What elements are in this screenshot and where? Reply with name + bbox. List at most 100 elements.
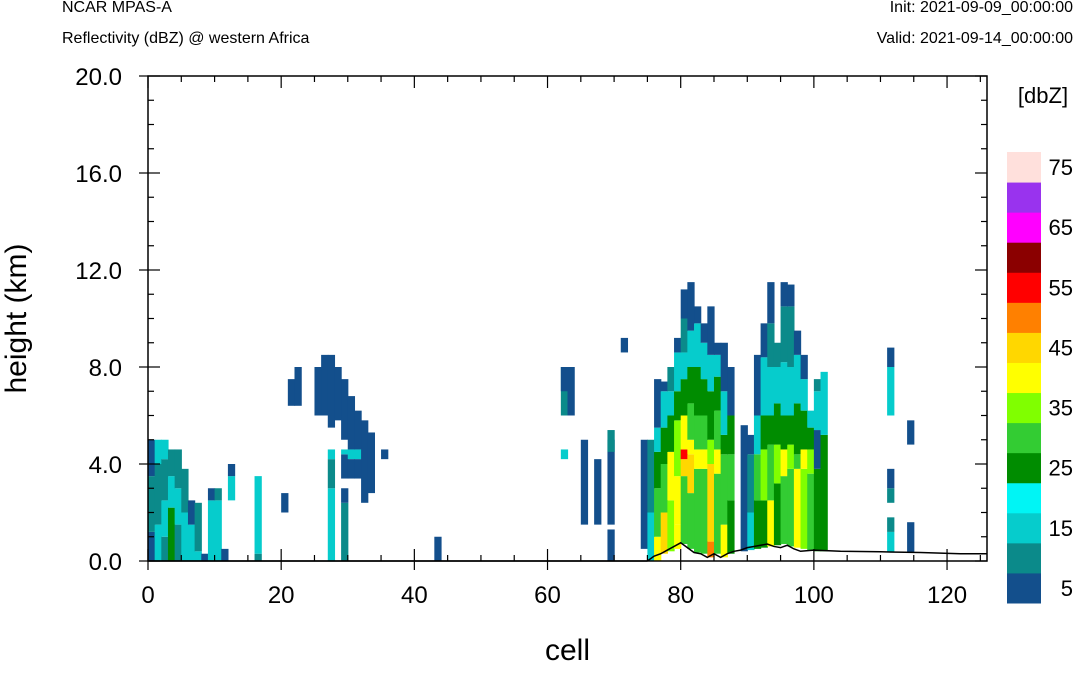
reflectivity-cell xyxy=(361,420,369,503)
colorbar-tick-label: 45 xyxy=(1049,335,1073,360)
colorbar: 5 15 25 35 45 55 65 75 xyxy=(1007,152,1073,604)
reflectivity-cell xyxy=(720,454,728,525)
reflectivity-cell xyxy=(687,330,695,367)
reflectivity-cell xyxy=(780,306,788,363)
reflectivity-cell xyxy=(214,500,222,561)
reflectivity-cell xyxy=(753,415,762,455)
colorbar-units: [dbZ] xyxy=(1018,83,1068,108)
model-title: NCAR MPAS-A xyxy=(62,0,172,16)
reflectivity-cell xyxy=(767,415,775,445)
reflectivity-cell xyxy=(281,493,289,513)
reflectivity-cell xyxy=(773,444,782,484)
reflectivity-cell xyxy=(773,403,782,445)
reflectivity-cell xyxy=(727,415,735,455)
reflectivity-cell xyxy=(780,362,788,416)
reflectivity-cell xyxy=(687,454,695,494)
colorbar-tick-label: 75 xyxy=(1049,155,1073,180)
reflectivity-cell xyxy=(367,432,375,494)
reflectivity-cell xyxy=(707,439,715,464)
reflectivity-cell xyxy=(760,323,768,358)
y-tick-label: 0.0 xyxy=(89,549,122,576)
reflectivity-cell xyxy=(793,354,802,404)
reflectivity-cell xyxy=(607,430,615,452)
reflectivity-cell xyxy=(713,473,722,554)
reflectivity-cell xyxy=(654,488,662,537)
reflectivity-cell xyxy=(680,476,688,545)
reflectivity-cell xyxy=(201,553,209,561)
colorbar-tick-label: 55 xyxy=(1049,275,1073,300)
reflectivity-cell xyxy=(760,500,768,548)
reflectivity-cell xyxy=(720,524,728,558)
x-tick-label: 60 xyxy=(534,582,561,609)
reflectivity-cell xyxy=(148,476,156,532)
reflectivity-cell xyxy=(660,427,668,464)
reflectivity-cell xyxy=(700,449,708,469)
reflectivity-cell xyxy=(813,391,822,431)
reflectivity-cell xyxy=(341,379,349,440)
reflectivity-cell xyxy=(207,500,216,561)
reflectivity-cell xyxy=(694,449,702,469)
reflectivity-cell xyxy=(154,524,162,561)
reflectivity-cell xyxy=(713,342,722,355)
reflectivity-cell xyxy=(354,449,362,460)
reflectivity-cell xyxy=(674,524,682,549)
reflectivity-cell xyxy=(674,352,682,392)
reflectivity-cell xyxy=(807,449,815,474)
reflectivity-cell xyxy=(707,306,715,355)
reflectivity-cell xyxy=(700,379,708,416)
reflectivity-cell xyxy=(667,367,675,392)
reflectivity-cell xyxy=(694,367,702,416)
reflectivity-cell xyxy=(767,367,775,416)
reflectivity-cell xyxy=(887,367,895,416)
reflectivity-cell xyxy=(181,468,189,513)
reflectivity-cell xyxy=(341,488,349,503)
x-axis-title: cell xyxy=(545,634,590,667)
colorbar-tick-label: 25 xyxy=(1049,456,1073,481)
terrain xyxy=(148,541,987,562)
colorbar-swatch xyxy=(1007,482,1041,514)
reflectivity-cell xyxy=(780,476,788,545)
reflectivity-cell xyxy=(567,367,575,416)
plot-frame xyxy=(147,75,988,562)
reflectivity-cell xyxy=(161,536,169,561)
colorbar-tick-label: 35 xyxy=(1049,396,1073,421)
reflectivity-cell xyxy=(767,444,775,501)
reflectivity-cell xyxy=(747,454,755,513)
valid-time: Valid: 2021-09-14_00:00:00 xyxy=(876,30,1073,47)
reflectivity-cell xyxy=(800,354,808,380)
reflectivity-cell xyxy=(793,454,802,469)
reflectivity-cell xyxy=(640,439,649,549)
reflectivity-cell xyxy=(181,512,189,561)
reflectivity-cell xyxy=(760,415,768,450)
reflectivity-cell xyxy=(700,415,708,450)
reflectivity-cell xyxy=(680,459,688,477)
field-subtitle: Reflectivity (dBZ) @ western Africa xyxy=(62,30,310,47)
reflectivity-cell xyxy=(674,476,682,525)
terrain-line xyxy=(646,541,987,562)
reflectivity-cell xyxy=(787,415,795,445)
reflectivity-cell xyxy=(294,367,302,406)
reflectivity-cell xyxy=(654,536,662,561)
reflectivity-cell xyxy=(341,449,349,455)
reflectivity-cell xyxy=(694,306,702,324)
reflectivity-cell xyxy=(820,434,828,552)
reflectivity-cell xyxy=(654,451,662,489)
colorbar-swatch xyxy=(1007,152,1041,183)
reflectivity-cell xyxy=(434,536,442,561)
reflectivity-cell xyxy=(167,449,176,477)
reflectivity-cell xyxy=(341,454,349,479)
x-tick-label: 100 xyxy=(794,582,834,609)
reflectivity-cell xyxy=(680,379,688,416)
reflectivity-cell xyxy=(887,517,895,532)
reflectivity-cell xyxy=(694,415,702,450)
reflectivity-cell xyxy=(760,449,768,501)
reflectivity-cell xyxy=(813,430,822,469)
reflectivity-cell xyxy=(787,284,795,307)
reflectivity-cell xyxy=(687,439,695,455)
reflectivity-cell xyxy=(347,459,356,479)
reflectivity-cell xyxy=(620,337,629,353)
reflectivity-cell xyxy=(793,330,802,355)
reflectivity-cell xyxy=(174,524,182,561)
colorbar-tick-label: 15 xyxy=(1049,516,1073,541)
